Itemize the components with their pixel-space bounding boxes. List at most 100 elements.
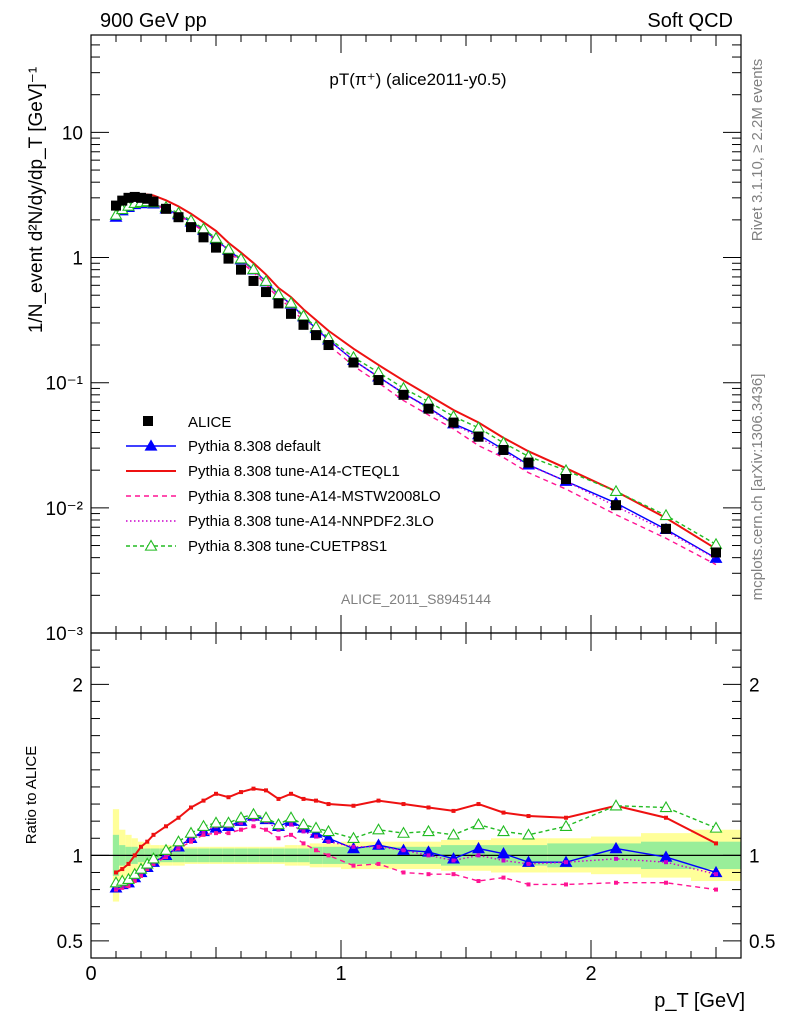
ratio-point-3 [176, 844, 181, 849]
data-point [186, 222, 196, 233]
ratio-point-4 [272, 817, 285, 830]
y-tick-label-ratio-right: 0.5 [749, 932, 775, 953]
ratio-point-3 [201, 829, 206, 834]
ratio-point-2 [476, 879, 481, 884]
ratio-point-3 [314, 834, 318, 839]
ratio-point-1 [276, 796, 281, 801]
legend-label-3: Pythia 8.308 tune-A14-NNPDF2.3LO [188, 513, 434, 530]
main-line-3 [115, 201, 717, 560]
y-axis-label-main: 1/N_event d²N/dy/dp_T [GeV]⁻¹ [26, 67, 47, 333]
ratio-point-3 [401, 848, 406, 853]
data-point [161, 203, 171, 214]
ratio-point-2 [526, 882, 531, 887]
ratio-point-2 [426, 872, 431, 877]
rivet-label: Rivet 3.1.10, ≥ 2.2M events [749, 59, 766, 242]
ratio-point-3 [664, 860, 668, 865]
ratio-point-4 [222, 816, 235, 828]
ratio-point-1 [301, 796, 306, 801]
data-point [423, 403, 434, 414]
data-point [498, 444, 509, 455]
ratio-point-2 [714, 887, 718, 892]
legend-label-1: Pythia 8.308 tune-A14-CTEQL1 [188, 463, 400, 480]
ratio-point-4 [609, 799, 623, 811]
data-point [561, 474, 571, 485]
ratio-point-3 [376, 844, 381, 849]
ratio-point-1 [201, 798, 206, 803]
ratio-point-4 [397, 826, 410, 838]
data-point [111, 200, 121, 211]
ratio-point-3 [251, 817, 256, 822]
ratio-point-2 [501, 875, 506, 880]
y-tick-label-main: 10 [62, 123, 83, 144]
main-point-4 [222, 242, 235, 254]
ratio-point-3 [714, 872, 718, 877]
ratio-point-3 [326, 839, 331, 844]
ratio-point-3 [189, 836, 193, 841]
data-point [323, 340, 334, 351]
data-point [523, 457, 534, 468]
main-point-4 [247, 262, 260, 274]
ratio-point-2 [201, 832, 206, 837]
ratio-point-1 [251, 786, 256, 791]
ratio-point-2 [301, 841, 306, 846]
data-point [148, 196, 159, 207]
ratio-point-1 [226, 795, 231, 800]
legend-label-4: Pythia 8.308 tune-CUETP8S1 [188, 538, 387, 555]
ratio-point-1 [326, 802, 331, 807]
data-point [223, 253, 234, 264]
data-point [173, 212, 184, 223]
ratio-point-4 [247, 807, 260, 819]
y-axis-label-ratio: Ratio to ALICE [23, 746, 40, 844]
ratio-point-1 [126, 861, 131, 866]
data-point [211, 242, 221, 253]
data-point [398, 389, 409, 400]
ratio-point-4 [159, 843, 173, 855]
ratio-point-2 [401, 870, 406, 875]
y-tick-label-main: 1 [72, 249, 83, 270]
header-left: 900 GeV pp [100, 10, 207, 32]
ratio-point-1 [214, 791, 218, 796]
data-point [661, 523, 671, 534]
data-point [448, 417, 459, 428]
ratio-point-4 [172, 835, 185, 847]
main-point-4 [609, 484, 623, 497]
ratio-point-1 [114, 870, 118, 875]
y-tick-label-ratio-right: 1 [749, 846, 760, 867]
data-point [311, 330, 321, 341]
ratio-point-2 [226, 831, 231, 836]
analysis-label: ALICE_2011_S8945144 [341, 591, 491, 607]
main-point-4 [709, 537, 723, 550]
ratio-point-3 [426, 853, 431, 858]
ratio-point-3 [526, 861, 531, 866]
ratio-point-4 [197, 819, 210, 831]
y-tick-label-main: 10⁻² [46, 499, 84, 520]
ratio-point-1 [664, 815, 668, 820]
data-point [136, 192, 146, 203]
ratio-point-3 [476, 853, 481, 858]
ratio-point-2 [214, 831, 218, 836]
chart-title: pT(π⁺) (alice2011-y0.5) [329, 70, 506, 89]
ratio-point-1 [476, 802, 481, 807]
data-point [129, 191, 140, 202]
ratio-point-4 [234, 811, 248, 823]
ratio-point-1 [289, 791, 293, 796]
ratio-point-4 [559, 819, 573, 831]
main-point-4 [659, 508, 673, 521]
ratio-point-3 [164, 853, 168, 858]
ratio-point-1 [145, 839, 150, 844]
ratio-point-1 [376, 798, 381, 803]
ratio-point-1 [564, 815, 568, 820]
data-point [711, 547, 721, 558]
ratio-point-2 [132, 879, 137, 884]
ratio-point-4 [309, 821, 323, 833]
ratio-point-2 [289, 832, 293, 837]
data-point [123, 192, 134, 203]
ratio-point-4 [147, 852, 160, 864]
legend-label-data: ALICE [188, 414, 231, 431]
data-point [298, 319, 309, 330]
ratio-point-4 [347, 831, 360, 843]
ratio-point-4 [447, 828, 460, 840]
ratio-point-1 [501, 810, 506, 815]
main-point-4 [284, 296, 298, 308]
data-point [248, 275, 259, 286]
